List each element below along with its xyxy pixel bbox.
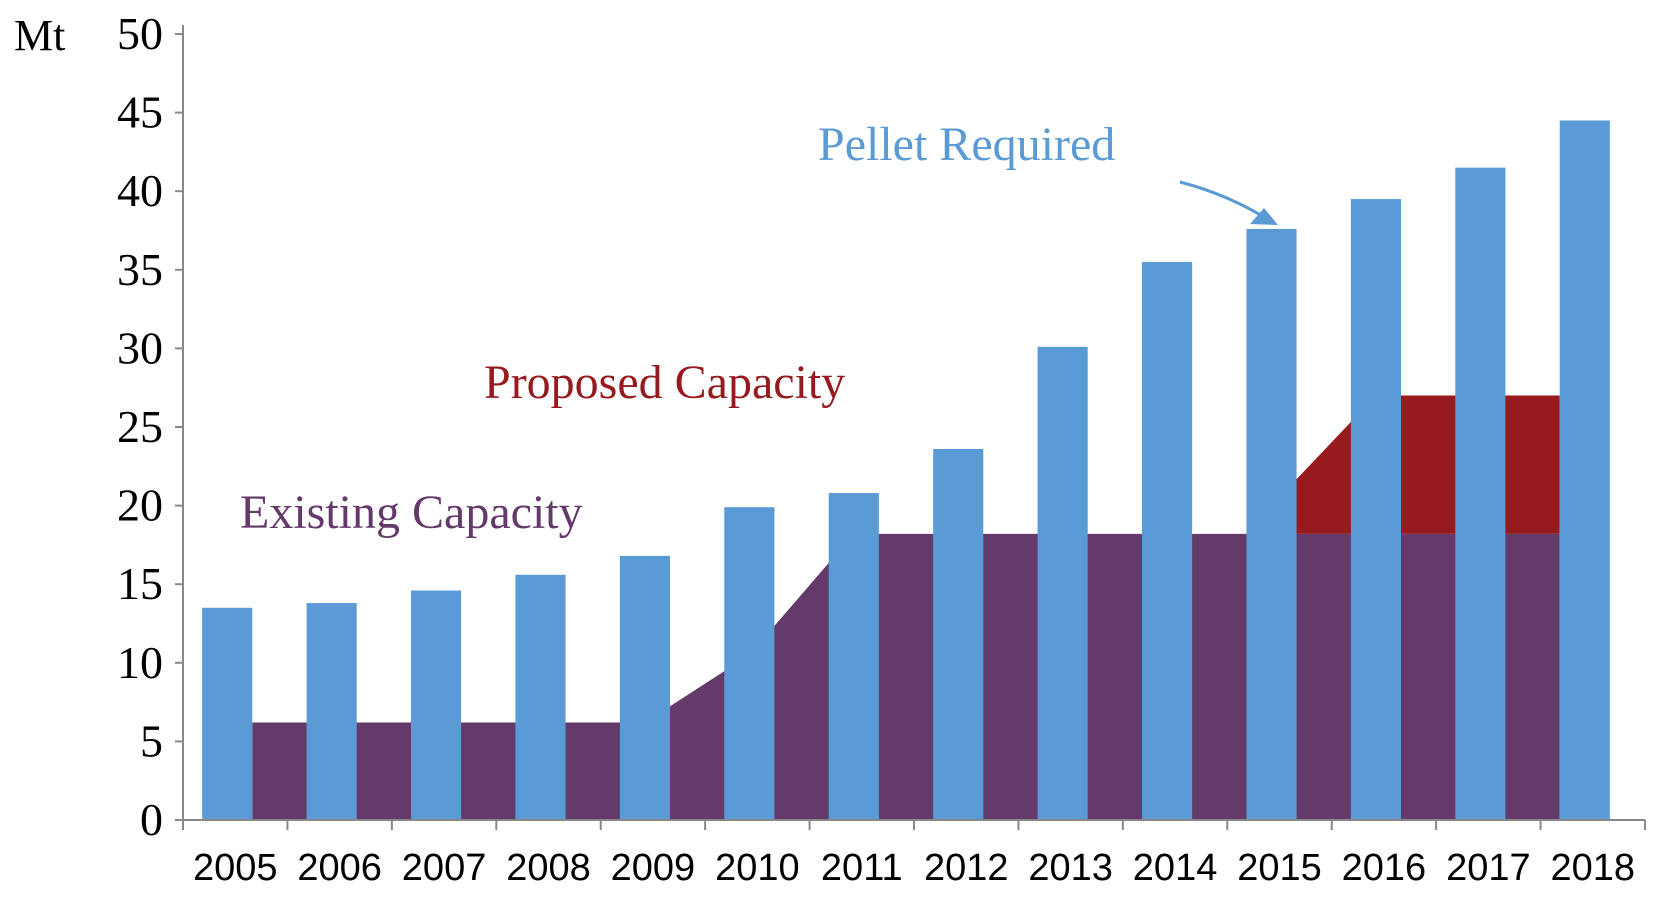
- y-tick-label: 20: [117, 480, 163, 531]
- pellet-bar-2006: [306, 603, 357, 820]
- y-tick-label: 15: [117, 558, 163, 609]
- x-tick-label: 2005: [193, 847, 278, 889]
- pellet-bar-2016: [1350, 199, 1401, 820]
- proposed-capacity-label: Proposed Capacity: [484, 356, 845, 409]
- x-tick-label: 2008: [506, 847, 591, 889]
- x-ticks: 2005 2006 2007 2008 2009 2010 2011 2012 2013 2014…: [182, 820, 1646, 889]
- pellet-bar-2010: [724, 507, 775, 820]
- pellet-required-arrowhead: [1250, 208, 1278, 225]
- x-tick-label: 2017: [1446, 847, 1531, 889]
- proposed-capacity-area: [1266, 395, 1560, 534]
- x-tick-label: 2018: [1551, 847, 1636, 889]
- pellet-bar-2015: [1246, 228, 1297, 821]
- existing-capacity-area: [252, 533, 1560, 820]
- y-unit-label: Mt: [14, 11, 65, 60]
- x-tick-label: 2007: [402, 847, 487, 889]
- pellet-bars: [202, 120, 1610, 821]
- x-tick-label: 2012: [924, 847, 1009, 889]
- pellet-bar-2007: [411, 590, 462, 820]
- pellet-bar-2014: [1142, 261, 1193, 820]
- x-tick-label: 2016: [1342, 847, 1427, 889]
- y-tick-label: 25: [117, 401, 163, 452]
- y-tick-label: 5: [140, 715, 163, 766]
- y-tick-label: 10: [117, 637, 163, 688]
- x-tick-label: 2015: [1237, 847, 1322, 889]
- pellet-bar-2005: [202, 607, 253, 820]
- y-tick-label: 50: [117, 8, 163, 59]
- x-tick-label: 2013: [1028, 847, 1113, 889]
- pellet-bar-2017: [1455, 167, 1506, 820]
- x-tick-label: 2006: [297, 847, 382, 889]
- pellet-bar-2018: [1559, 120, 1610, 820]
- pellet-bar-2013: [1037, 346, 1088, 820]
- pellet-bar-2009: [619, 555, 670, 820]
- pellet-bar-2011: [828, 493, 879, 820]
- x-tick-label: 2011: [821, 847, 903, 889]
- x-tick-label: 2010: [715, 847, 800, 889]
- y-tick-label: 35: [117, 244, 163, 295]
- y-ticks: 0 5 10 15 20 25 30 35 40 45 50: [117, 8, 183, 845]
- y-tick-label: 0: [140, 794, 163, 845]
- y-tick-label: 40: [117, 165, 163, 216]
- y-tick-label: 30: [117, 322, 163, 373]
- pellet-required-label: Pellet Required: [818, 118, 1115, 171]
- x-tick-label: 2009: [611, 847, 696, 889]
- pellet-bar-2008: [515, 574, 566, 820]
- x-tick-label: 2014: [1133, 847, 1218, 889]
- y-tick-label: 45: [117, 87, 163, 138]
- pellet-bar-2012: [933, 449, 984, 820]
- existing-capacity-label: Existing Capacity: [240, 486, 583, 539]
